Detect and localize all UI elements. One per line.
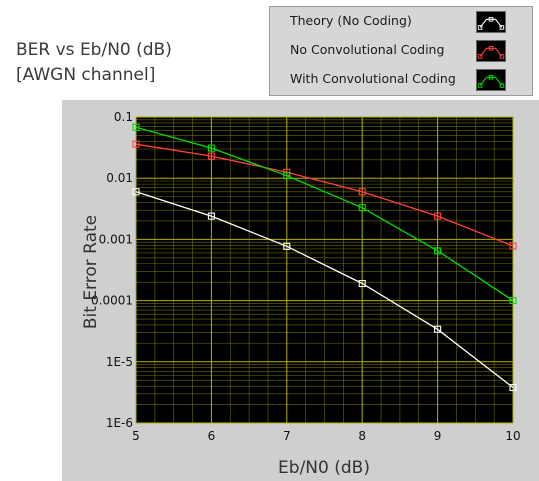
x-axis-title: Eb/N0 (dB)	[278, 458, 370, 478]
data-point-uncoded[interactable]	[207, 152, 215, 160]
legend-swatch-theory[interactable]	[476, 11, 506, 33]
data-point-coded[interactable]	[283, 172, 291, 180]
y-tick-label: 0.001	[99, 232, 133, 246]
chart-title-line-1: BER vs Eb/N0 (dB)	[16, 40, 172, 60]
legend[interactable]: Theory (No Coding) No Convolutional Codi…	[269, 6, 533, 96]
x-tick-label: 6	[208, 429, 216, 443]
y-tick-label: 0.1	[114, 110, 133, 124]
legend-label-uncoded: No Convolutional Coding	[290, 42, 445, 57]
x-tick-label: 8	[358, 429, 366, 443]
data-point-theory[interactable]	[283, 242, 291, 250]
legend-swatch-coded[interactable]	[476, 69, 506, 91]
legend-label-theory: Theory (No Coding)	[290, 13, 412, 28]
data-point-theory[interactable]	[434, 325, 442, 333]
data-point-uncoded[interactable]	[509, 242, 517, 250]
grid-lines	[135, 116, 514, 424]
y-tick-label: 0.01	[106, 171, 133, 185]
series-line-coded[interactable]	[135, 126, 514, 302]
data-point-uncoded[interactable]	[434, 212, 442, 220]
data-point-theory[interactable]	[132, 188, 140, 196]
series-line-uncoded[interactable]	[135, 143, 514, 247]
data-point-theory[interactable]	[207, 212, 215, 220]
legend-item-coded[interactable]: With Convolutional Coding	[270, 66, 532, 94]
chart-title-line-2: [AWGN channel]	[16, 65, 156, 85]
y-tick-label: 0.0001	[91, 294, 133, 308]
y-tick-label: 1E-6	[106, 416, 133, 430]
data-point-uncoded[interactable]	[132, 140, 140, 148]
x-tick-label: 7	[283, 429, 291, 443]
data-point-coded[interactable]	[132, 123, 140, 131]
legend-swatch-uncoded[interactable]	[476, 40, 506, 62]
legend-item-uncoded[interactable]: No Convolutional Coding	[270, 37, 532, 65]
legend-label-coded: With Convolutional Coding	[290, 71, 456, 86]
data-point-coded[interactable]	[434, 247, 442, 255]
data-point-theory[interactable]	[509, 383, 517, 392]
chart-title: BER vs Eb/N0 (dB) [AWGN channel]	[16, 38, 172, 88]
series-line-theory[interactable]	[135, 191, 514, 389]
legend-item-theory[interactable]: Theory (No Coding)	[270, 8, 532, 36]
y-axis-title: Bit Error Rate	[81, 215, 101, 329]
tick-labels: 5 6 7 8 9 10 0.1 0.01 0.001 0.0001 1E-5 1E-6	[91, 110, 521, 443]
x-tick-label: 9	[434, 429, 442, 443]
data-point-theory[interactable]	[358, 279, 366, 288]
data-point-coded[interactable]	[509, 297, 517, 305]
y-tick-label: 1E-5	[106, 355, 133, 369]
series-layer	[132, 123, 517, 392]
data-point-uncoded[interactable]	[358, 188, 366, 196]
x-tick-label: 10	[505, 429, 520, 443]
data-point-coded[interactable]	[207, 144, 215, 152]
data-point-coded[interactable]	[358, 204, 366, 212]
x-tick-label: 5	[132, 429, 140, 443]
